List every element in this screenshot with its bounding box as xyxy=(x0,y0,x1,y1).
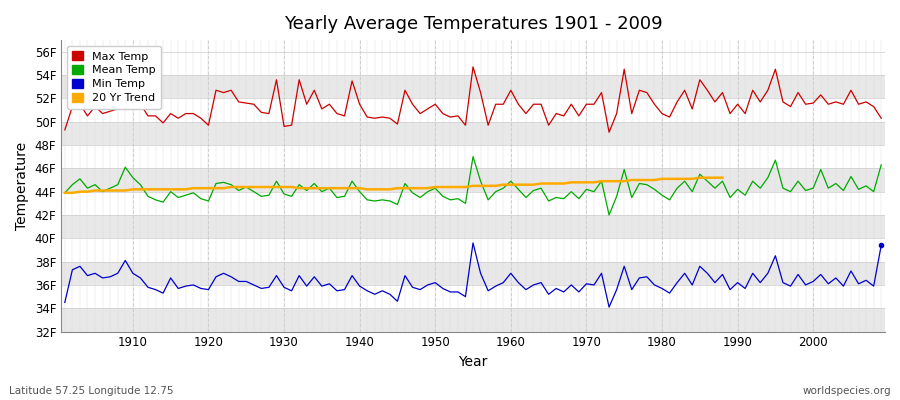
X-axis label: Year: Year xyxy=(458,355,488,369)
Bar xyxy=(61,75,885,98)
Bar xyxy=(61,262,885,285)
Bar xyxy=(61,215,885,238)
Y-axis label: Temperature: Temperature xyxy=(15,142,29,230)
Bar xyxy=(61,122,885,145)
Text: worldspecies.org: worldspecies.org xyxy=(803,386,891,396)
Title: Yearly Average Temperatures 1901 - 2009: Yearly Average Temperatures 1901 - 2009 xyxy=(284,15,662,33)
Legend: Max Temp, Mean Temp, Min Temp, 20 Yr Trend: Max Temp, Mean Temp, Min Temp, 20 Yr Tre… xyxy=(67,46,161,108)
Text: Latitude 57.25 Longitude 12.75: Latitude 57.25 Longitude 12.75 xyxy=(9,386,174,396)
Bar xyxy=(61,308,885,332)
Bar xyxy=(61,168,885,192)
